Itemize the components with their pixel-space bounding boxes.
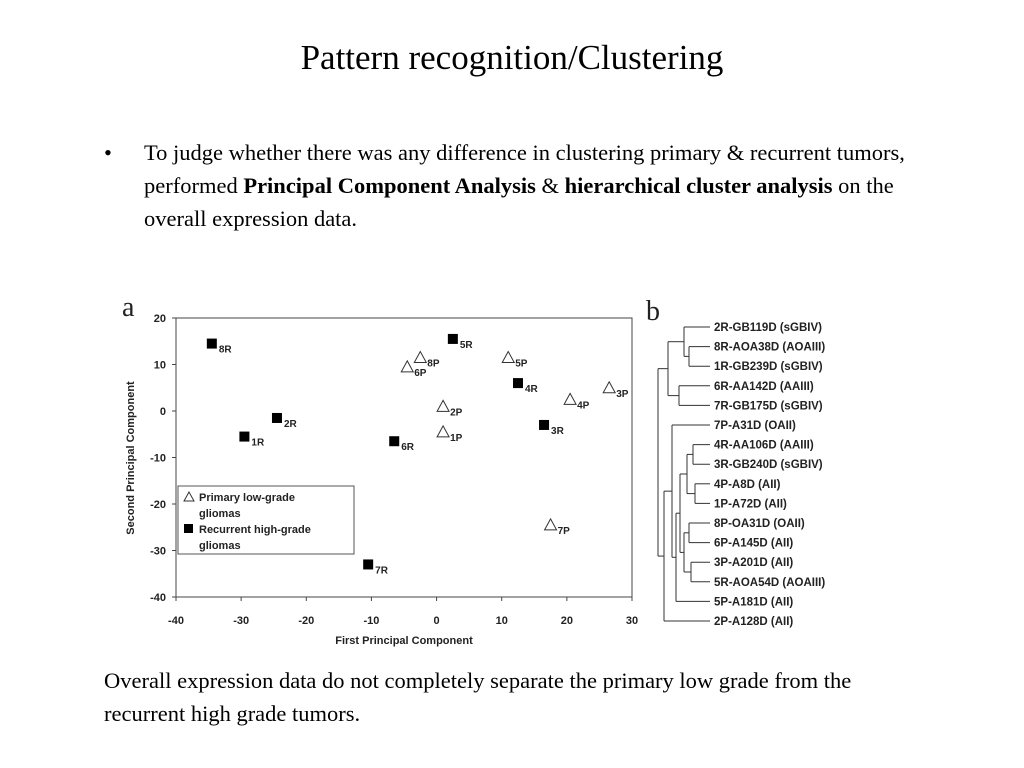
y-tick-label: 20 (154, 313, 166, 325)
point-recurrent (539, 419, 550, 430)
point-label: 2P (450, 407, 463, 418)
x-tick-label: -40 (168, 615, 184, 627)
point-label: 8P (427, 359, 440, 370)
leaf-label: 7R-GB175D (sGBIV) (714, 400, 823, 412)
point-label: 1P (450, 433, 463, 444)
bullet-point: • To judge whether there was any differe… (104, 136, 924, 235)
x-tick-label: -20 (298, 615, 314, 627)
leaf-label: 8P-OA31D (OAII) (714, 518, 805, 530)
point-primary (400, 359, 415, 373)
y-tick-label: -10 (150, 453, 166, 465)
x-tick-label: 20 (561, 615, 573, 627)
point-recurrent (271, 412, 282, 423)
legend-triangle-icon (183, 490, 195, 502)
point-primary (436, 424, 450, 438)
leaf-label: 8R-AOA38D (AOAIII) (714, 342, 825, 354)
plot-area (175, 317, 633, 598)
slide-title: Pattern recognition/Clustering (300, 38, 724, 77)
leaf-label: 1R-GB239D (sGBIV) (714, 361, 823, 373)
leaf-label: 2R-GB119D (sGBIV) (714, 322, 822, 334)
point-label: 6R (401, 442, 415, 453)
point-label: 6P (414, 368, 427, 379)
bullet-text: To judge whether there was any differenc… (144, 136, 924, 235)
dendrogram (657, 326, 710, 622)
point-primary (563, 392, 577, 405)
point-primary (413, 350, 428, 364)
point-primary (602, 380, 617, 394)
point-label: 7R (375, 565, 389, 576)
legend-box (177, 485, 355, 555)
leaf-label: 5P-A181D (AII) (714, 596, 793, 608)
point-label: 5P (515, 359, 528, 370)
point-primary (543, 517, 558, 531)
point-label: 8R (219, 345, 233, 356)
bullet-text-part2: & (535, 173, 565, 198)
bullet-bold-hca: hierarchical cluster analysis (564, 173, 833, 198)
point-label: 5R (460, 340, 474, 351)
point-label: 3R (551, 426, 565, 437)
legend: Primary low-grade gliomas Recurrent high… (177, 485, 355, 555)
legend-recurrent-line1: Recurrent high-grade (199, 524, 311, 536)
point-recurrent (389, 436, 400, 447)
x-tick-label: -30 (233, 615, 249, 627)
point-primary (436, 399, 450, 412)
x-tick-label: 0 (434, 615, 440, 627)
leaf-label: 4R-AA106D (AAIII) (714, 440, 814, 452)
x-tick-label: 10 (496, 615, 508, 627)
legend-square-icon (184, 524, 193, 533)
legend-recurrent-line2: gliomas (199, 540, 241, 552)
x-axis-label: First Principal Component (335, 635, 473, 647)
y-tick-label: -20 (150, 499, 166, 511)
point-label: 3P (616, 389, 629, 400)
leaf-label: 1P-A72D (AII) (714, 498, 787, 510)
bullet-text-part1: To judge whether there was any differenc… (144, 140, 905, 198)
y-tick-label: 10 (154, 360, 166, 372)
point-recurrent (239, 431, 250, 442)
leaf-label: 5R-AOA54D (AOAIII) (714, 577, 825, 589)
pca-scatter-plot: -40 -30 -20 -10 0 10 20 30 20 10 0 -10 -20 -30 -40 Fi… (125, 313, 638, 647)
x-tick-label: 30 (626, 615, 638, 627)
leaf-label: 3P-A201D (AII) (714, 557, 793, 569)
legend-primary-line2: gliomas (199, 508, 241, 520)
leaf-label: 7P-A31D (OAII) (714, 420, 796, 432)
dendrogram-leaves: 2R-GB119D (sGBIV) 8R-AOA38D (AOAIII) 1R-GB… (714, 322, 825, 628)
point-label: 4P (577, 400, 590, 411)
panel-label-b: b (646, 296, 660, 327)
legend-primary-line1: Primary low-grade (199, 492, 295, 504)
point-label: 7P (558, 526, 571, 537)
y-tick-label: -40 (150, 592, 166, 604)
panel-label-a: a (122, 292, 135, 323)
leaf-label: 4P-A8D (AII) (714, 479, 781, 491)
point-label: 4R (525, 384, 539, 395)
point-label: 1R (251, 438, 265, 449)
leaf-label: 2P-A128D (AII) (714, 616, 793, 628)
leaf-label: 3R-GB240D (sGBIV) (714, 459, 823, 471)
x-axis-ticks: -40 -30 -20 -10 0 10 20 30 (168, 597, 638, 627)
y-axis-ticks: 20 10 0 -10 -20 -30 -40 (150, 313, 176, 604)
conclusion-text: Overall expression data do not completel… (104, 668, 852, 726)
point-recurrent (447, 333, 458, 344)
bullet-text-part3: on the overall expression data. (144, 173, 894, 231)
bullet-bold-pca: Principal Component Analysis (243, 173, 536, 198)
point-recurrent (363, 559, 374, 570)
leaf-label: 6R-AA142D (AAIII) (714, 381, 814, 393)
point-recurrent (206, 338, 217, 349)
point-recurrent (513, 378, 523, 389)
y-axis-label: Second Principal Component (125, 381, 137, 535)
leaf-label: 6P-A145D (AII) (714, 538, 793, 550)
y-tick-label: -30 (150, 546, 166, 558)
bullet-marker: • (104, 140, 112, 165)
y-tick-label: 0 (160, 406, 166, 418)
point-primary (501, 350, 516, 364)
point-label: 2R (284, 419, 298, 430)
x-tick-label: -10 (363, 615, 379, 627)
